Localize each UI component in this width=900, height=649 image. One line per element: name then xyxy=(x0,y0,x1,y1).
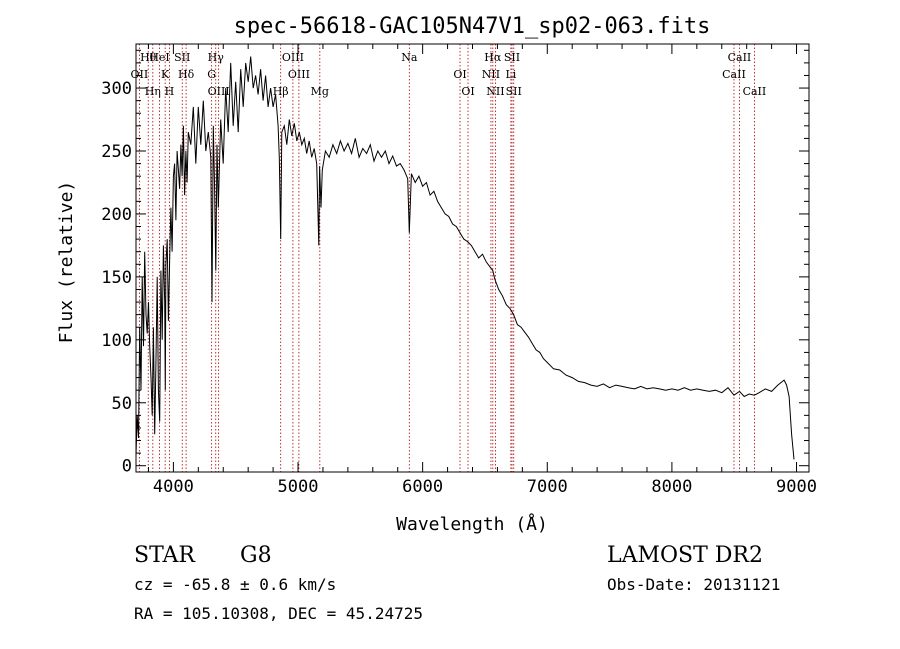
spectral-line-label: OIII xyxy=(288,68,310,81)
x-axis-label: Wavelength (Å) xyxy=(396,513,548,535)
spectral-line-label: OII xyxy=(131,68,149,81)
spectral-line-label: CaII xyxy=(722,68,746,81)
y-tick-label: 50 xyxy=(112,394,132,414)
y-tick-label: 300 xyxy=(101,79,132,99)
x-tick-label: 6000 xyxy=(402,477,443,497)
sky-coordinates: RA = 105.10308, DEC = 45.24725 xyxy=(134,604,423,623)
spectral-line-label: Hθ xyxy=(140,51,157,64)
y-tick-label: 200 xyxy=(101,205,132,225)
spectral-line-label: Hδ xyxy=(178,68,195,81)
y-tick-label: 250 xyxy=(101,142,132,162)
x-tick-label: 5000 xyxy=(278,477,319,497)
spectrum-line xyxy=(135,56,795,460)
redshift-velocity: cz = -65.8 ± 0.6 km/s xyxy=(134,575,336,594)
survey-name: LAMOST DR2 xyxy=(607,543,763,568)
spectral-line-label: CaII xyxy=(743,85,767,98)
spectral-line-label: SII xyxy=(174,51,190,64)
chart-title: spec-56618-GAC105N47V1_sp02-063.fits xyxy=(234,14,711,39)
object-subclass: G8 xyxy=(240,543,272,568)
spectral-line-markers xyxy=(138,44,755,472)
object-class: STAR xyxy=(134,543,196,568)
spectral-line-label: OIII xyxy=(208,85,230,98)
y-tick-label: 100 xyxy=(101,331,132,351)
spectral-line-label: OI xyxy=(461,85,474,98)
spectral-line-label: Hγ xyxy=(208,51,225,64)
spectral-line-label: OIII xyxy=(282,51,304,64)
spectral-line-label: OI xyxy=(453,68,466,81)
spectral-line-label: Hβ xyxy=(273,85,289,98)
spectral-line-label: Na xyxy=(401,51,418,64)
spectral-line-label: NII xyxy=(486,85,504,98)
y-axis-ticks: 0 50 100 150 200 250 300 xyxy=(101,49,809,477)
spectral-line-label: HeI xyxy=(149,51,169,64)
spectral-line-label: CaII xyxy=(728,51,752,64)
spectral-line-label: K xyxy=(161,68,170,81)
spectral-line-label: Hη xyxy=(145,85,161,98)
observation-date: Obs-Date: 20131121 xyxy=(607,575,780,594)
x-axis-ticks: 4000 5000 6000 7000 8000 9000 xyxy=(147,44,817,497)
x-tick-label: 4000 xyxy=(153,477,194,497)
spectral-line-label: G xyxy=(207,68,216,81)
x-tick-label: 8000 xyxy=(651,477,692,497)
spectral-line-label: H xyxy=(165,85,175,98)
spectral-line-label: Hα xyxy=(484,51,502,64)
spectral-line-label: SII xyxy=(506,85,522,98)
y-tick-label: 150 xyxy=(101,268,132,288)
y-axis-label: Flux (relative) xyxy=(56,181,77,344)
x-tick-label: 7000 xyxy=(527,477,568,497)
spectral-line-label: Li xyxy=(505,68,516,81)
spectral-line-label: Mg xyxy=(311,85,329,98)
y-tick-label: 0 xyxy=(122,457,132,477)
spectral-line-labels: HθOIIHηHeIKHSIIHδOIIIHγGHβOIIIOIIIMgNaOI… xyxy=(131,51,767,98)
spectral-line-label: NII xyxy=(482,68,500,81)
x-tick-label: 9000 xyxy=(776,477,817,497)
spectral-line-label: SII xyxy=(504,51,520,64)
